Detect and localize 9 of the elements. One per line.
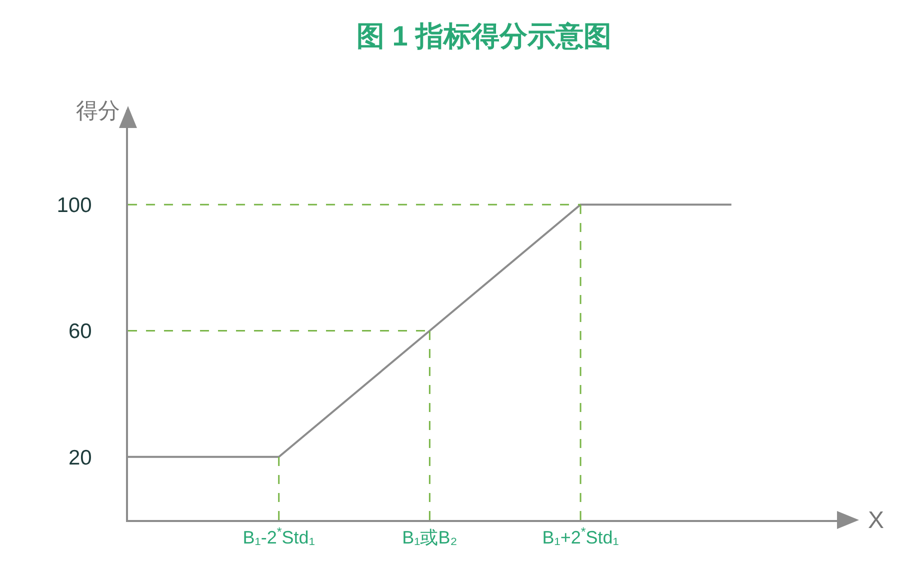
chart-title: 图 1 指标得分示意图 (356, 20, 612, 52)
y-tick-label: 100 (56, 194, 92, 217)
x-axis-title: X (868, 507, 884, 534)
x-tick-label: B₁+2$^{*}$Std₁ (542, 525, 619, 548)
y-axis-title: 得分 (76, 98, 120, 123)
x-tick-label: B₁或B₂ (402, 528, 458, 548)
y-tick-label: 60 (68, 320, 92, 344)
x-tick-label: B₁-2$^{*}$Std₁ (242, 525, 315, 548)
y-tick-label: 20 (68, 446, 92, 470)
